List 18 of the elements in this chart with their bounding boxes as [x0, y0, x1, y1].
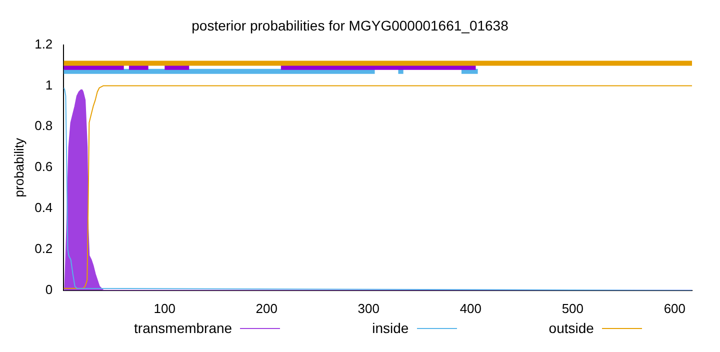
y-tick-label: 0.8 — [34, 118, 53, 134]
x-tick-label: 200 — [256, 300, 278, 316]
x-tick-label: 600 — [664, 300, 686, 316]
chart-title: posterior probabilities for MGYG000001661_01638 — [192, 17, 509, 34]
y-axis-title: probability — [11, 137, 26, 198]
y-tick-label: 0.6 — [34, 159, 53, 174]
x-tick-label: 400 — [460, 300, 482, 316]
legend-label: inside — [372, 320, 409, 336]
y-tick-label: 0.4 — [34, 200, 53, 216]
x-tick-label: 500 — [562, 300, 584, 316]
y-tick-label: 1 — [45, 77, 53, 92]
legend-label: transmembrane — [134, 320, 232, 336]
x-tick-label: 100 — [154, 300, 176, 316]
y-tick-label: 1.2 — [34, 36, 53, 52]
legend-label: outside — [548, 320, 594, 336]
x-tick-label: 300 — [358, 300, 380, 316]
y-tick-label: 0.2 — [34, 241, 53, 256]
y-tick-label: 0 — [45, 282, 53, 297]
